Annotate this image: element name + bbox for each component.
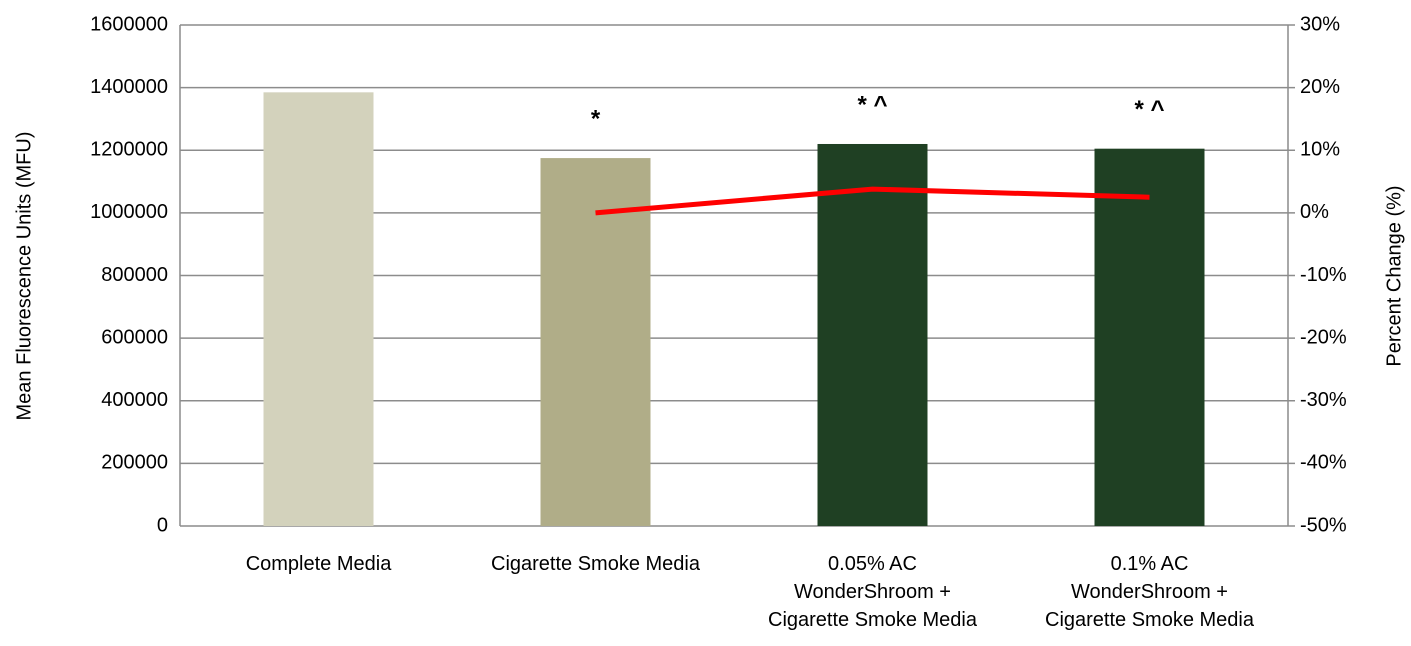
y2-tick-label: -10% — [1300, 264, 1347, 286]
bar — [1094, 148, 1205, 526]
y-tick-label: 1200000 — [90, 139, 168, 161]
y-tick-label: 400000 — [101, 389, 168, 411]
y-tick-label: 800000 — [101, 264, 168, 286]
y2-tick-label: -40% — [1300, 452, 1347, 474]
line — [595, 186, 1150, 216]
x-tick-label: Complete Media — [245, 553, 392, 575]
y2-axis-title: Percent Change (%) — [1383, 185, 1405, 366]
bar — [540, 158, 651, 526]
y2-tick-label: -50% — [1300, 514, 1347, 536]
x-tick-label: 0.1% AC WonderShroom + Cigarette Smoke M… — [1045, 553, 1254, 631]
bar-annotation: * — [591, 105, 601, 132]
y2-tick-label: -20% — [1300, 326, 1347, 348]
bar — [817, 143, 928, 527]
x-tick-label: Cigarette Smoke Media — [491, 553, 700, 575]
y-tick-label: 600000 — [101, 326, 168, 348]
bar-annotation: * ^ — [857, 91, 887, 118]
y2-tick-label: -30% — [1300, 389, 1347, 411]
y-axis-title: Mean Fluorescence Units (MFU) — [13, 132, 35, 421]
y2-tick-label: 0% — [1300, 201, 1329, 223]
y-tick-label: 1400000 — [90, 76, 168, 98]
bar-annotation: * ^ — [1134, 96, 1164, 123]
y-tick-label: 0 — [157, 514, 168, 536]
x-tick-label: 0.05% AC WonderShroom + Cigarette Smoke … — [768, 553, 977, 631]
y-tick-label: 200000 — [101, 452, 168, 474]
y2-tick-label: 10% — [1300, 139, 1340, 161]
y2-tick-label: 30% — [1300, 13, 1340, 35]
y-tick-label: 1000000 — [90, 201, 168, 223]
y2-tick-label: 20% — [1300, 76, 1340, 98]
bar — [263, 92, 374, 527]
y-tick-label: 1600000 — [90, 13, 168, 35]
